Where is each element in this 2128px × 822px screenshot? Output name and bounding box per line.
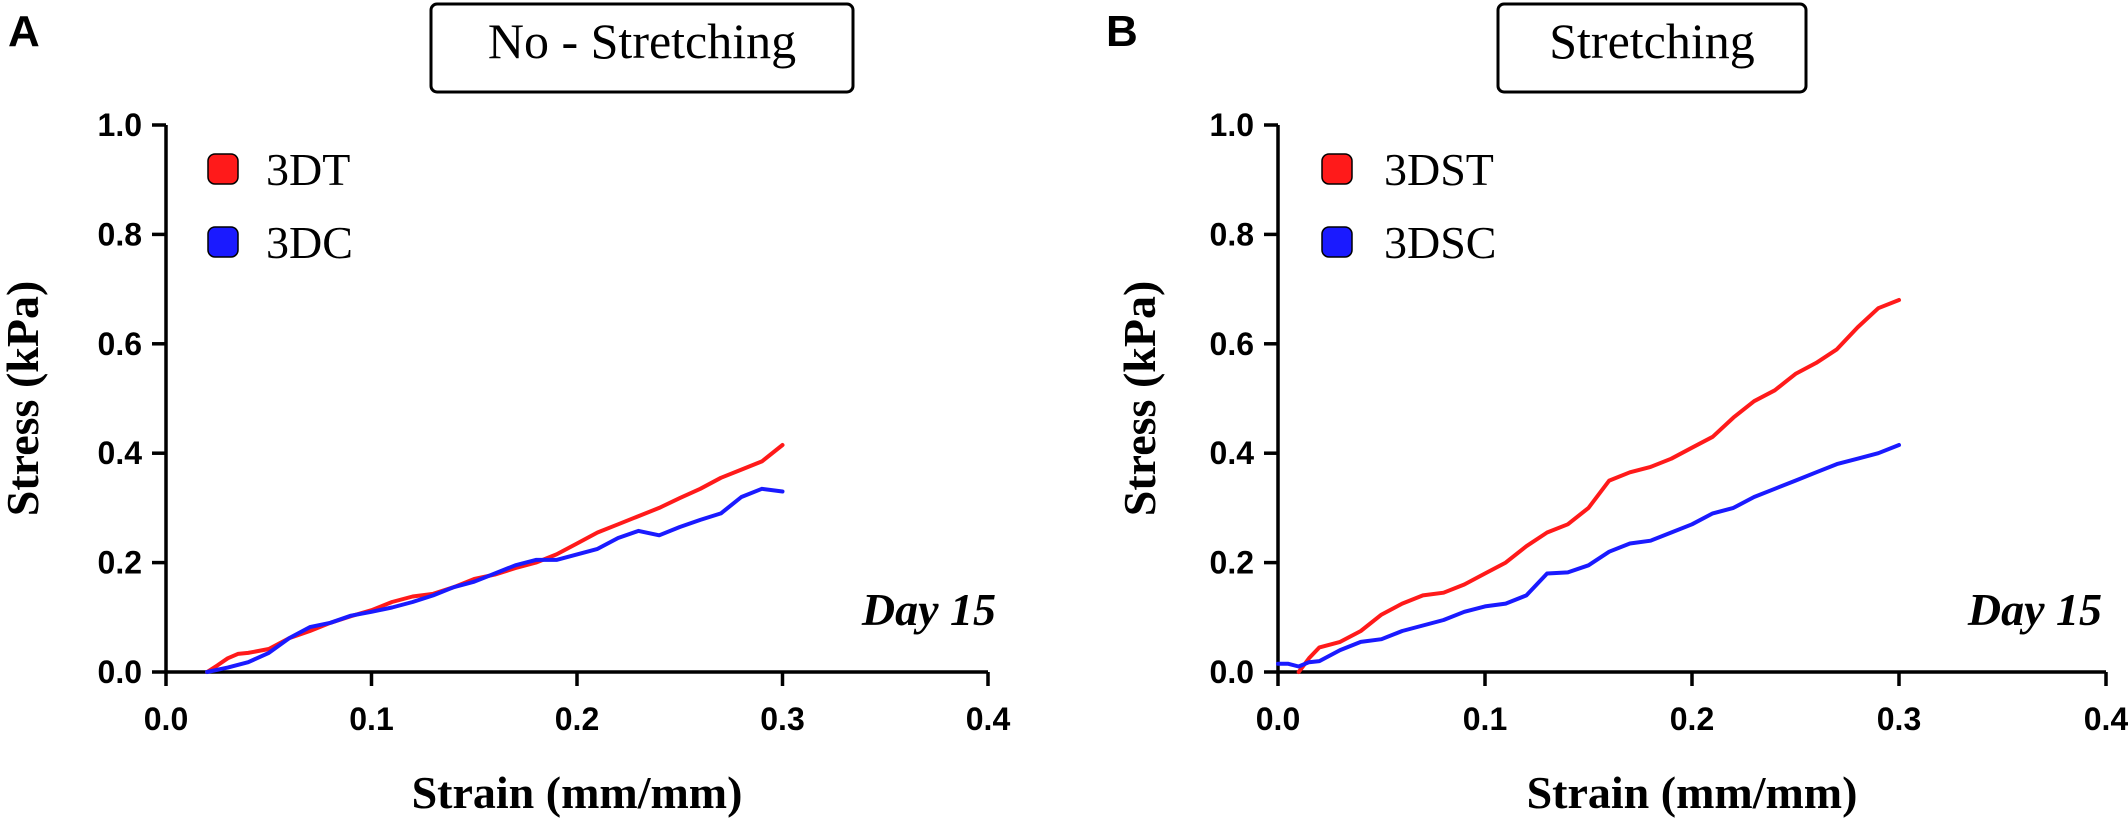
y-tick-label: 0.4 [1210,435,1255,471]
x-tick-label: 0.4 [2084,701,2128,737]
series-line-3dt [205,443,785,674]
x-tick-label: 0.3 [1877,701,1921,737]
legend-swatch [207,226,239,258]
legend-label: 3DST [1384,144,1494,195]
panel-letter: A [8,7,40,56]
x-tick-label: 0.4 [966,701,1011,737]
x-tick-label: 0.0 [144,701,188,737]
legend-swatch [1321,153,1353,185]
y-tick-label: 0.6 [98,326,142,362]
panel-letter: B [1106,7,1138,56]
title-box [1496,2,1808,94]
legend-label: 3DSC [1384,217,1496,268]
y-axis-label: Stress (kPa) [1114,281,1165,517]
y-tick-label: 0.6 [1210,326,1254,362]
legend-label: 3DT [266,144,350,195]
chart-title: No - Stretching [488,13,796,69]
x-tick-label: 0.2 [1670,701,1714,737]
legend-label: 3DC [266,217,353,268]
y-axis-label: Stress (kPa) [0,281,48,517]
y-tick-label: 0.8 [98,216,142,252]
chart-title: Stretching [1549,13,1755,69]
x-tick-label: 0.1 [1463,701,1507,737]
series-line-3dsc [1276,443,1901,669]
x-axis-label: Strain (mm/mm) [1527,767,1858,818]
y-tick-label: 0.0 [1210,654,1254,690]
x-tick-label: 0.2 [555,701,599,737]
series-line-3dst [1296,298,1901,674]
y-tick-label: 0.2 [1210,545,1254,581]
y-tick-label: 0.4 [98,435,143,471]
title-box [429,2,855,94]
chart-panel-a: A No - Stretching 0.0 0.1 0.2 0.3 0.4 0.0 0.2 0.4… [0,2,1011,818]
y-tick-label: 0.2 [98,545,142,581]
y-tick-label: 0.8 [1210,216,1254,252]
legend-swatch [1321,226,1353,258]
y-tick-label: 1.0 [98,107,142,143]
chart-panel-b: B Stretching 0.0 0.1 0.2 0.3 0.4 0.0 0.2 0.4 0.6 0.… [1106,2,2128,818]
x-tick-label: 0.3 [760,701,804,737]
day-annotation: Day 15 [1967,584,2102,635]
x-tick-label: 0.0 [1256,701,1300,737]
series-line-3dc [205,486,785,674]
y-tick-label: 1.0 [1210,107,1254,143]
y-tick-label: 0.0 [98,654,142,690]
x-tick-label: 0.1 [349,701,393,737]
day-annotation: Day 15 [861,584,996,635]
legend-swatch [207,153,239,185]
x-axis-label: Strain (mm/mm) [412,767,743,818]
